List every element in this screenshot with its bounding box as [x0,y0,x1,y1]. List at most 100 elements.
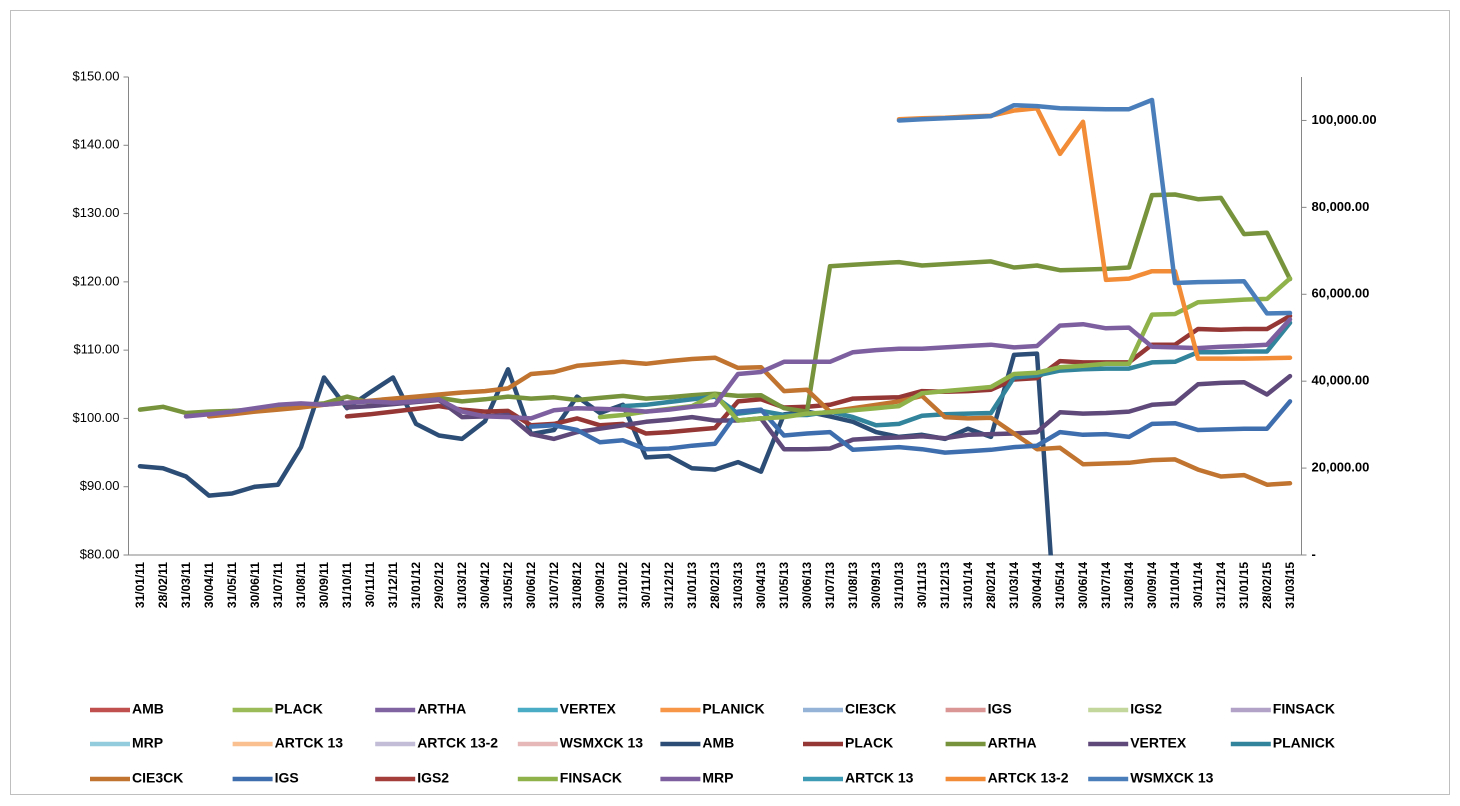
x-tick-label: 31/08/14 [1122,562,1136,609]
legend-label: IGS [275,770,299,786]
legend-label: ARTCK 13-2 [417,735,498,751]
legend-label: WSMXCK 13 [1130,770,1213,786]
x-tick-label: 31/10/11 [340,562,354,608]
legend-label: PLACK [845,735,893,751]
x-tick-label: 31/05/11 [225,562,239,608]
x-tick-label: 31/12/13 [938,562,952,609]
y-tick-label: $120.00 [73,273,120,288]
legend-label: FINSACK [560,770,622,786]
y-tick-label: $150.00 [73,68,120,83]
legend-item: PLACK [803,735,893,751]
y-tick-label: $80.00 [80,546,120,561]
series-line [620,320,1293,428]
legend-item: ARTHA [375,701,466,717]
x-tick-label: 31/07/14 [1099,562,1113,609]
legend-item: PLANICK [660,701,765,717]
series-line [597,276,1293,423]
x-tick-label: 31/12/14 [1214,562,1228,609]
legend-item: ARTCK 13 [232,735,343,751]
legend-item: IGS2 [1088,701,1162,717]
x-tick-label: 31/05/12 [501,562,515,609]
x-tick-label: 31/03/13 [731,562,745,609]
legend-item: CIE3CK [803,701,896,717]
x-tick-label: 30/09/14 [1145,562,1159,609]
legend-item: ARTHA [945,735,1037,751]
x-tick-label: 28/02/15 [1260,562,1274,609]
x-tick-label: 28/02/14 [984,562,998,609]
x-tick-label: 31/01/15 [1237,562,1251,609]
x-tick-label: 30/11/14 [1191,562,1205,608]
legend-item: MRP [660,770,734,786]
x-tick-label: 30/11/11 [363,562,377,608]
y-tick-label: $90.00 [80,478,120,493]
legend-item: IGS [232,770,299,786]
x-tick-label: 31/12/12 [662,562,676,609]
series-line [183,317,1293,421]
legend-item: AMB [90,701,164,717]
legend-item: AMB [660,735,734,751]
y2-tick-label: 80,000.00 [1312,199,1370,214]
x-tick-label: 31/10/12 [616,562,630,609]
x-tick-label: 31/12/11 [386,562,400,608]
legend-label: PLANICK [702,701,764,717]
x-tick-label: 31/08/12 [570,562,584,609]
legend-item: PLANICK [1230,735,1335,751]
x-tick-label: 30/06/12 [524,562,538,609]
x-tick-label: 31/07/12 [547,562,561,609]
legend-item: IGS [945,701,1012,717]
plot-area [137,97,1293,556]
legend-item: WSMXCK 13 [517,735,643,751]
y-tick-label: $140.00 [73,137,120,152]
legend-label: VERTEX [1130,735,1187,751]
x-tick-label: 31/10/14 [1168,562,1182,609]
legend-label: CIE3CK [132,770,183,786]
x-tick-label: 31/03/11 [179,562,193,608]
x-tick-label: 30/06/11 [248,562,262,608]
y2-tick-label: 100,000.00 [1312,112,1377,127]
legend-label: IGS2 [1130,701,1162,717]
legend-item: ARTCK 13-2 [375,735,498,751]
x-tick-label: 31/01/13 [685,562,699,609]
legend-item: CIE3CK [90,770,183,786]
legend-label: VERTEX [560,701,617,717]
chart-frame [10,10,1450,795]
legend-label: MRP [132,735,163,751]
x-tick-label: 30/09/12 [593,562,607,609]
x-tick-label: 30/11/13 [915,562,929,608]
x-tick-label: 31/07/13 [823,562,837,609]
x-tick-label: 30/04/14 [1030,562,1044,609]
x-tick-label: 31/07/11 [271,562,285,608]
x-tick-label: 30/04/13 [754,562,768,609]
legend-label: PLACK [275,701,323,717]
legend-label: ARTHA [988,735,1037,751]
legend-label: FINSACK [1273,701,1335,717]
legend-label: IGS [988,701,1012,717]
x-tick-label: 28/02/13 [708,562,722,609]
series-line [896,97,1293,316]
legend-item: FINSACK [1230,701,1335,717]
x-tick-label: 31/01/12 [409,562,423,609]
y2-tick-label: 40,000.00 [1312,373,1370,388]
legend-item: VERTEX [517,701,617,717]
series-line [528,399,1293,455]
x-tick-label: 31/03/14 [1007,562,1021,609]
x-tick-label: 31/01/11 [133,562,147,608]
x-tick-label: 31/03/15 [1283,562,1297,609]
legend-item: WSMXCK 13 [1088,770,1214,786]
x-tick-label: 31/08/13 [846,562,860,609]
legend-label: WSMXCK 13 [560,735,643,751]
legend-label: AMB [702,735,734,751]
y-tick-label: $110.00 [73,342,119,357]
y-tick-label: $130.00 [73,205,120,220]
legend-label: AMB [132,701,164,717]
x-tick-label: 31/01/14 [961,562,975,609]
y-tick-label: $100.00 [73,410,120,425]
x-tick-label: 30/09/11 [317,562,331,608]
x-tick-label: 31/05/14 [1053,562,1067,609]
legend-item: VERTEX [1088,735,1187,751]
legend-item: PLACK [232,701,323,717]
y2-tick-label: 60,000.00 [1312,286,1370,301]
x-tick-label: 30/09/13 [869,562,883,609]
legend-item: MRP [90,735,163,751]
